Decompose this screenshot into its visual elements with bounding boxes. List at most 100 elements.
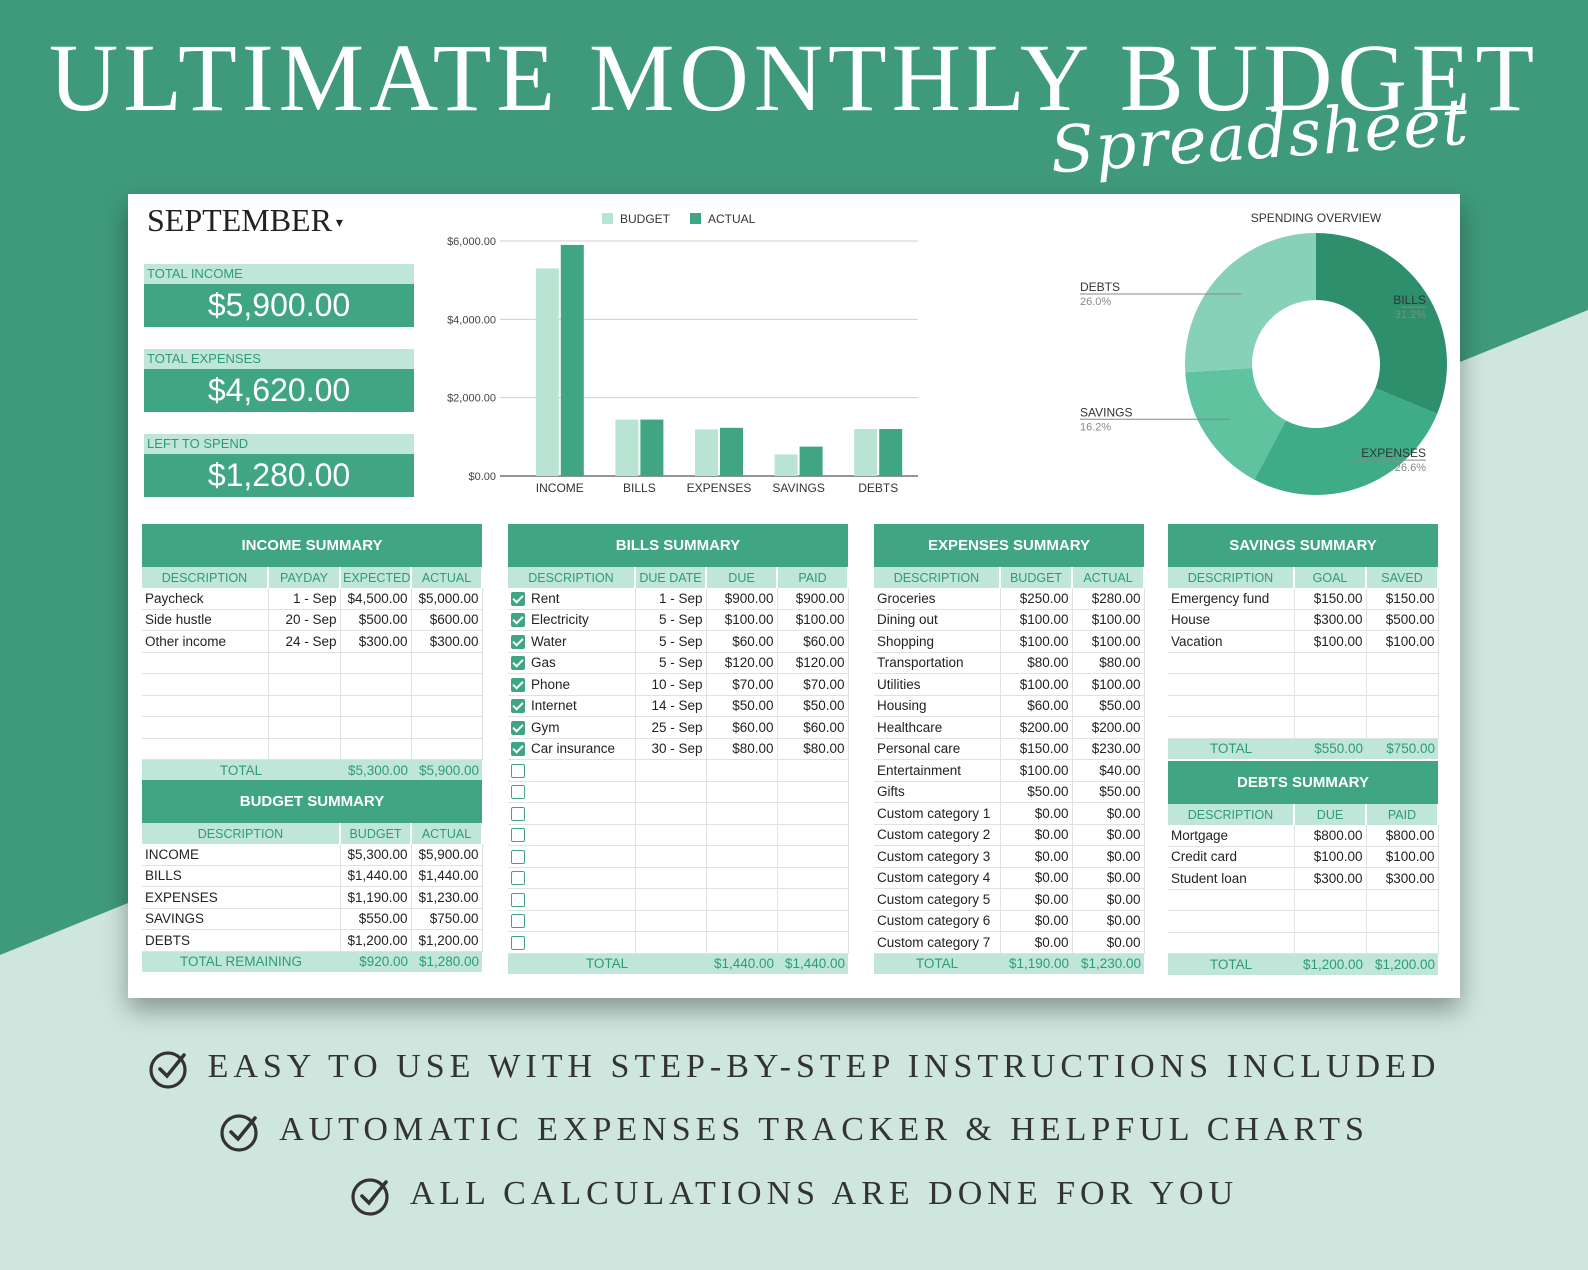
table-row: EXPENSES $1,190.00 $1,230.00 [142,886,483,909]
cell-value: $100.00 [795,612,845,628]
total-value: $1,440.00 [706,953,777,974]
table-cell: $300.00 [340,630,412,653]
table-cell [706,931,778,954]
table-cell [635,888,707,911]
paid-checkbox[interactable] [511,849,525,864]
cell-value: $0.00 [1106,913,1141,929]
table-cell: 10 - Sep [635,673,707,696]
table-cell [508,824,636,846]
paid-checkbox[interactable] [511,613,525,628]
table-row [142,695,483,717]
paid-checkbox[interactable] [511,806,525,821]
total-value: $5,900.00 [411,759,482,781]
paid-checkbox[interactable] [511,892,525,907]
table-cell: 14 - Sep [635,695,707,717]
table-row [508,824,849,846]
cell-value: $100.00 [1313,633,1363,649]
table-cell: $1,230.00 [411,886,483,909]
table-cell [706,802,778,825]
table-cell: 30 - Sep [635,738,707,760]
paid-checkbox[interactable] [511,914,525,929]
cell-value: $300.00 [429,633,479,649]
legend-swatch [602,213,613,224]
table-cell [777,888,849,911]
table-cell: $120.00 [706,652,778,674]
table-cell: $4,500.00 [340,588,412,610]
cell-value: $0.00 [1106,870,1141,886]
total-value: $1,280.00 [411,951,482,972]
cell-value: $900.00 [795,590,845,606]
dropdown-caret-icon[interactable]: ▾ [335,216,343,232]
column-header: GOAL [1294,567,1367,588]
table-cell [142,738,269,760]
paid-checkbox[interactable] [511,720,525,735]
cell-value: Custom category 2 [877,827,991,843]
table-cell [1168,673,1295,696]
panel-title: DEBTS SUMMARY [1168,761,1438,804]
total-value: $1,200.00 [1366,953,1438,975]
table-cell: $80.00 [777,738,849,760]
table-cell: $0.00 [1072,931,1145,954]
cell-value: Custom category 6 [877,913,991,929]
paid-checkbox[interactable] [511,677,525,692]
table-cell [1294,673,1367,696]
table-cell: 25 - Sep [635,716,707,739]
cell-value: $5,900.00 [418,846,479,862]
cell-value: 25 - Sep [651,719,703,735]
paid-checkbox[interactable] [511,871,525,886]
paid-checkbox[interactable] [511,828,525,843]
cell-value: Gifts [877,784,905,800]
legend-label: ACTUAL [708,212,756,226]
table-cell: $300.00 [1294,609,1367,631]
cell-value: Personal care [877,741,961,757]
month-selector[interactable]: SEPTEMBER ▾ [147,202,343,239]
paid-checkbox[interactable] [511,935,525,950]
table-cell [1366,910,1439,933]
cell-value: $0.00 [1034,891,1069,907]
table-cell: Custom category 6 [874,910,1001,932]
slice-savings [1185,368,1286,480]
column-header: ACTUAL [411,823,483,844]
paid-checkbox[interactable] [511,785,525,800]
bills-table: DESCRIPTION DUE DATE DUE PAID Rent 1 - Sep $90… [508,567,849,974]
cell-value: Custom category 3 [877,848,991,864]
table-cell [777,845,849,868]
table-cell: Transportation [874,652,1001,674]
table-cell: Custom category 3 [874,845,1001,868]
paid-checkbox[interactable] [511,656,525,671]
cell-value: $100.00 [1091,612,1141,628]
kpi-label: LEFT TO SPEND [144,434,414,454]
cell-value: $200.00 [1091,719,1141,735]
cell-value: $0.00 [1106,805,1141,821]
paid-checkbox[interactable] [511,634,525,649]
total-value: $920.00 [340,951,411,972]
bar-actual [720,427,743,476]
total-value: $1,230.00 [1072,953,1144,974]
cell-value: $0.00 [1034,848,1069,864]
paid-checkbox[interactable] [511,591,525,606]
bar-actual [879,429,903,476]
paid-checkbox[interactable] [511,763,525,778]
paid-checkbox[interactable] [511,699,525,714]
table-cell [340,652,412,674]
cell-value: $300.00 [1313,870,1363,886]
table-row: Water 5 - Sep $60.00 $60.00 [508,630,849,653]
cell-value: Side hustle [145,612,212,628]
spreadsheet-preview: SEPTEMBER ▾ TOTAL INCOME $5,900.00 TOTAL … [128,194,1460,998]
total-value: $1,190.00 [1000,953,1072,974]
table-row: Entertainment $100.00 $40.00 [874,759,1145,782]
slice-bills [1316,233,1447,414]
cell-value: $80.00 [732,741,774,757]
cell-value: 5 - Sep [658,612,703,628]
table-cell: Vacation [1168,630,1295,653]
slice-expenses [1254,388,1438,495]
table-cell: DEBTS [142,929,341,952]
table-cell: SAVINGS [142,908,341,930]
table-cell: $80.00 [1000,652,1073,674]
paid-checkbox[interactable] [511,742,525,757]
table-row [1168,695,1439,717]
table-cell: $100.00 [706,609,778,631]
table-row: Car insurance 30 - Sep $80.00 $80.00 [508,738,849,760]
table-cell: $150.00 [1000,738,1073,760]
table-cell: Emergency fund [1168,588,1295,610]
